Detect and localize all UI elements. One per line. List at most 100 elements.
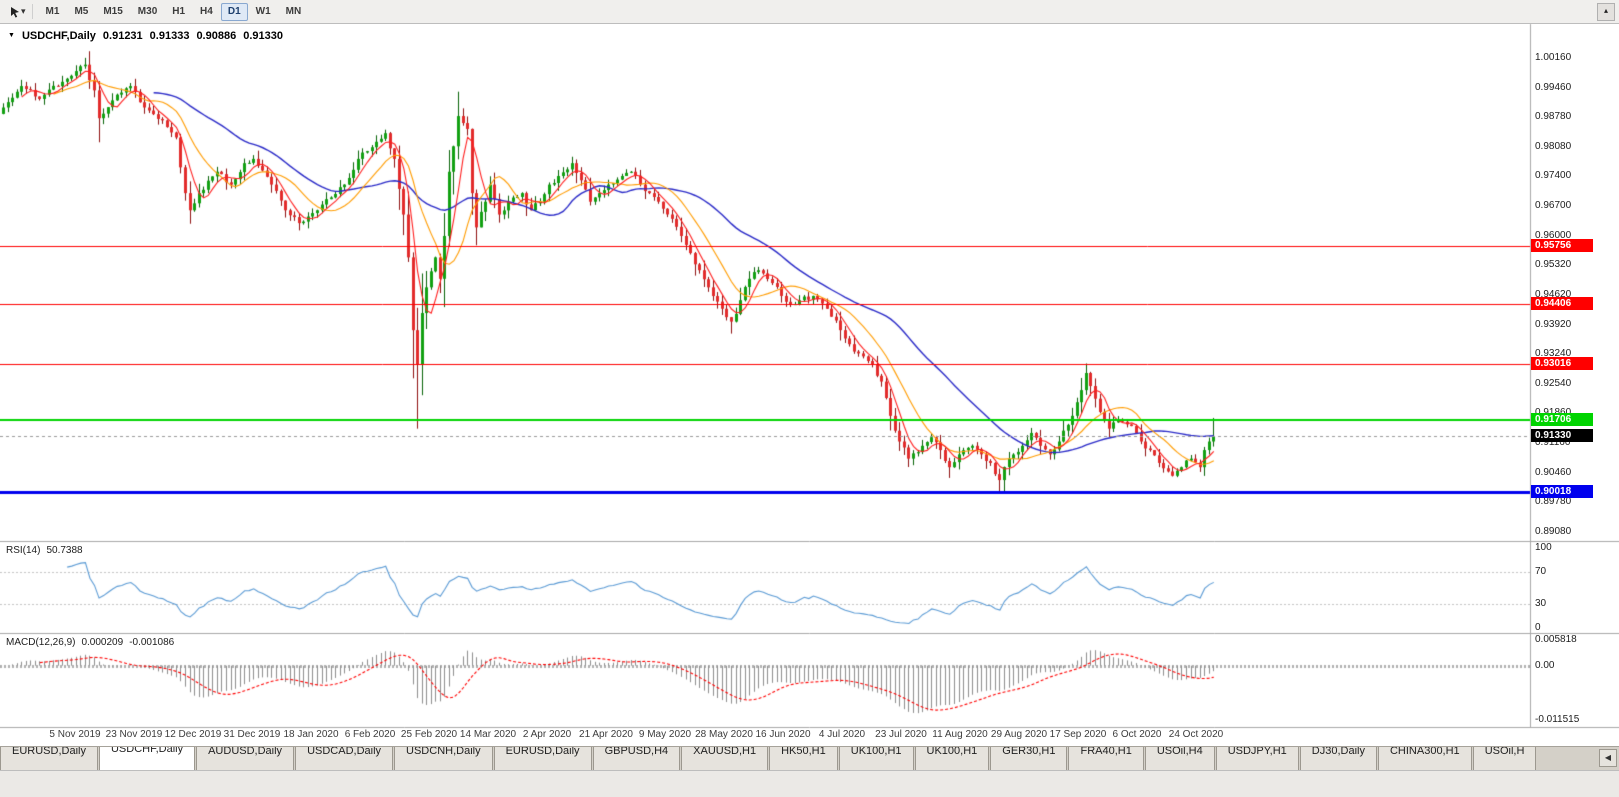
- date-axis-label: 18 Jan 2020: [283, 729, 339, 740]
- date-axis-label: 2 Apr 2020: [522, 729, 572, 740]
- chart-tab-1[interactable]: USDCHF,Daily: [98, 747, 196, 771]
- cursor-dropdown-icon[interactable]: ▾: [21, 6, 26, 16]
- price-axis-label: 0.93920: [1535, 319, 1572, 330]
- price-axis-label: 0.89080: [1535, 526, 1572, 537]
- symbol-dropdown-icon: ▼: [8, 31, 15, 39]
- chart-symbol-label: USDCHF,Daily: [21, 30, 96, 42]
- date-axis-label: 29 Aug 2020: [990, 729, 1048, 740]
- date-axis-label: 12 Dec 2019: [164, 729, 222, 740]
- macd-main-value: 0.000209: [81, 637, 124, 648]
- timeframe-button-mn[interactable]: MN: [285, 5, 302, 17]
- macd-axis-label: 0.005818: [1535, 634, 1577, 645]
- rsi-name: RSI(14): [6, 545, 41, 556]
- price-axis-label: 1.00160: [1535, 52, 1572, 63]
- date-axis-label: 23 Jul 2020: [875, 729, 927, 740]
- chart-tab-0[interactable]: EURUSD,Daily: [0, 747, 98, 771]
- macd-axis-label: 0.00: [1535, 660, 1555, 671]
- price-chart-canvas[interactable]: [0, 0, 1619, 746]
- chart-tab-17[interactable]: USOil,H: [1472, 747, 1537, 771]
- chart-tab-15[interactable]: DJ30,Daily: [1299, 747, 1377, 771]
- chart-tab-3[interactable]: USDCAD,Daily: [295, 747, 394, 771]
- price-axis-label: 0.92540: [1535, 378, 1572, 389]
- tab-scroll-left-button[interactable]: ◀: [1599, 749, 1617, 767]
- price-axis-label: 0.91160: [1535, 437, 1571, 448]
- timeframe-button-w1[interactable]: W1: [255, 5, 271, 17]
- timeframe-button-d1[interactable]: D1: [220, 2, 248, 21]
- toolbar-corner-button[interactable]: ▴: [1597, 3, 1615, 21]
- chart-tabs-bar: EURUSD,Daily USDCHF,Daily AUDUSD,Daily USDC…: [0, 746, 1619, 771]
- chart-tab-9[interactable]: UK100,H1: [838, 747, 914, 771]
- macd-signal-value: -0.001086: [129, 637, 175, 648]
- timeframe-button-h1[interactable]: H1: [172, 5, 186, 17]
- level-price-badge: 0.93016: [1531, 357, 1593, 370]
- ohlc-high: 0.91333: [149, 30, 190, 42]
- level-price-badge: 0.95756: [1531, 239, 1593, 252]
- timeframe-button-m1[interactable]: M1: [45, 5, 60, 17]
- price-axis-label: 0.98080: [1535, 141, 1572, 152]
- date-axis-label: 23 Nov 2019: [105, 729, 163, 740]
- date-axis-label: 25 Feb 2020: [400, 729, 458, 740]
- timeframe-button-m30[interactable]: M30: [137, 5, 158, 17]
- ohlc-open: 0.91231: [102, 30, 143, 42]
- price-axis-label: 0.95320: [1535, 259, 1572, 270]
- price-axis-label: 0.98780: [1535, 111, 1572, 122]
- chart-tab-11[interactable]: GER30,H1: [990, 747, 1068, 771]
- rsi-indicator-label: RSI(14) 50.7388: [6, 545, 83, 556]
- chart-tab-5[interactable]: EURUSD,Daily: [493, 747, 592, 771]
- level-price-badge: 0.91706: [1531, 413, 1593, 426]
- macd-axis-label: -0.011515: [1535, 714, 1580, 725]
- date-axis-label: 5 Nov 2019: [49, 729, 101, 740]
- date-axis-label: 6 Oct 2020: [1112, 729, 1162, 740]
- chart-tab-12[interactable]: FRA40,H1: [1068, 747, 1144, 771]
- rsi-axis-label: 0: [1535, 622, 1541, 633]
- chart-tab-4[interactable]: USDCNH,Daily: [394, 747, 493, 771]
- chart-tab-13[interactable]: USOil,H4: [1144, 747, 1215, 771]
- toolbar-separator: [31, 4, 33, 19]
- rsi-axis-label: 100: [1535, 542, 1552, 553]
- date-axis-label: 28 May 2020: [695, 729, 753, 740]
- chart-tab-8[interactable]: HK50,H1: [769, 747, 838, 771]
- chart-tab-6[interactable]: GBPUSD,H4: [592, 747, 681, 771]
- chart-tab-16[interactable]: CHINA300,H1: [1377, 747, 1472, 771]
- rsi-value: 50.7388: [46, 545, 83, 556]
- timeframe-button-h4[interactable]: H4: [200, 5, 213, 17]
- date-axis-label: 4 Jul 2020: [818, 729, 866, 740]
- price-axis-label: 0.94620: [1535, 289, 1572, 300]
- cursor-icon[interactable]: [6, 3, 24, 21]
- level-price-badge: 0.94406: [1531, 297, 1593, 310]
- date-axis-label: 31 Dec 2019: [223, 729, 281, 740]
- macd-name: MACD(12,26,9): [6, 637, 76, 648]
- date-axis-label: 11 Aug 2020: [932, 729, 988, 740]
- date-axis-label: 6 Feb 2020: [344, 729, 396, 740]
- price-axis-label: 0.97400: [1535, 170, 1572, 181]
- timeframe-button-m5[interactable]: M5: [74, 5, 89, 17]
- date-axis-label: 9 May 2020: [638, 729, 692, 740]
- macd-indicator-label: MACD(12,26,9) 0.000209 -0.001086: [6, 637, 174, 648]
- price-axis-label: 0.91860: [1535, 407, 1571, 418]
- price-axis-label: 0.90460: [1535, 467, 1572, 478]
- chart-tab-10[interactable]: UK100,H1: [914, 747, 990, 771]
- level-price-badge: 0.90018: [1531, 485, 1593, 498]
- date-axis-label: 21 Apr 2020: [579, 729, 633, 740]
- price-axis-label: 0.96000: [1535, 230, 1572, 241]
- toolbar: ▾ M1 M5 M15 M30 H1 H4 D1 W1 MN ▴: [0, 0, 1619, 24]
- price-axis-label: 0.96700: [1535, 200, 1572, 211]
- status-bar: [0, 770, 1619, 797]
- timeframe-button-m15[interactable]: M15: [103, 5, 123, 17]
- date-axis-label: 24 Oct 2020: [1168, 729, 1224, 740]
- date-axis-label: 14 Mar 2020: [459, 729, 517, 740]
- price-axis-label: 0.93240: [1535, 348, 1572, 359]
- rsi-axis-label: 30: [1535, 598, 1547, 609]
- chart-tab-2[interactable]: AUDUSD,Daily: [196, 747, 295, 771]
- current-price-badge: 0.91330: [1531, 429, 1593, 442]
- price-axis-label: 0.99460: [1535, 82, 1572, 93]
- ohlc-close: 0.91330: [243, 30, 283, 42]
- timeframe-toolbar: M1 M5 M15 M30 H1 H4 D1 W1 MN: [39, 2, 309, 21]
- date-axis-label: 16 Jun 2020: [755, 729, 811, 740]
- chart-title: ▼ USDCHF,Daily 0.91231 0.91333 0.90886 0…: [8, 30, 283, 42]
- rsi-axis-label: 70: [1535, 566, 1547, 577]
- chart-tabs-strip: EURUSD,Daily USDCHF,Daily AUDUSD,Daily USDC…: [0, 747, 1619, 771]
- price-axis-label: 0.89780: [1535, 496, 1572, 507]
- chart-tab-7[interactable]: XAUUSD,H1: [681, 747, 769, 771]
- chart-tab-14[interactable]: USDJPY,H1: [1215, 747, 1299, 771]
